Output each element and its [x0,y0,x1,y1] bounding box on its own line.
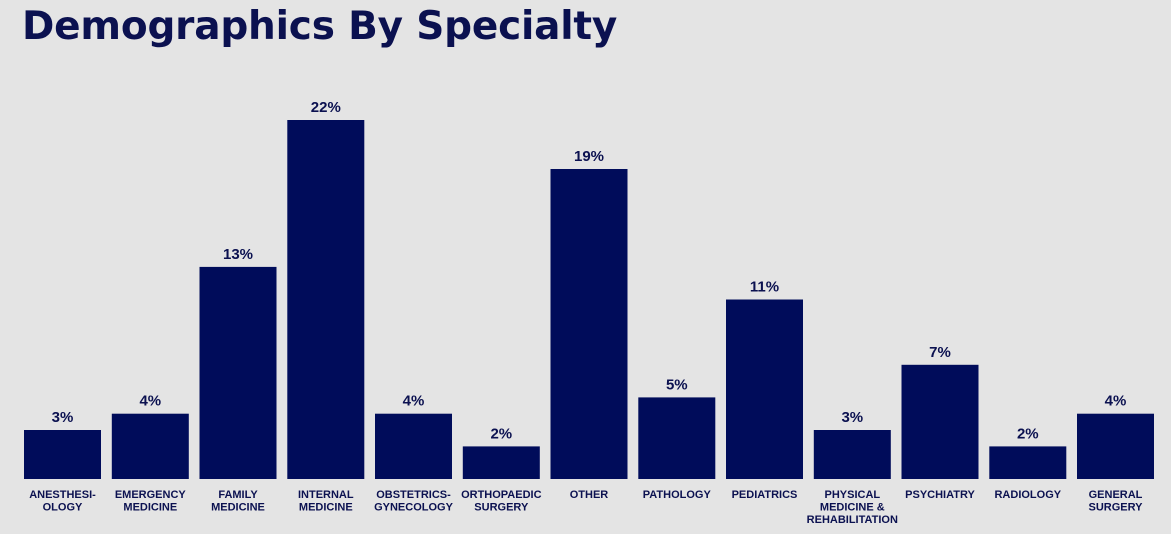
bar-6 [550,169,628,479]
page-title: Demographics By Specialty [22,4,618,49]
category-label-11: RADIOLOGY [994,489,1061,501]
category-label-5: ORTHOPAEDIC SURGERY [461,489,542,514]
bar-value-label-6: 19% [574,148,604,165]
bar-value-label-1: 4% [139,393,161,410]
value-labels: 3% 4% 13% 22% 4% 2% 19% 5% 11% 3% 7% 2% 4% [52,99,1127,442]
bar-value-label-7: 5% [666,376,688,393]
bar-value-label-5: 2% [490,425,512,442]
bar-0 [24,430,101,479]
bar-7 [638,397,716,479]
category-label-7: PATHOLOGY [643,489,712,501]
category-label-1: EMERGENCY MEDICINE [115,489,187,514]
bar-5 [462,446,540,479]
category-label-6: OTHER [570,489,609,501]
category-label-0: ANESTHESI-OLOGY [29,489,96,514]
bar-9 [813,430,891,479]
bar-value-label-11: 2% [1017,425,1039,442]
bar-4 [375,413,452,479]
bar-2 [199,266,277,479]
bars [24,120,1154,479]
bar-value-label-12: 4% [1105,393,1127,410]
category-label-2: FAMILY MEDICINE [211,489,265,514]
category-label-3: INTERNAL MEDICINE [298,489,354,514]
bar-12 [1077,413,1154,479]
bar-10 [901,364,979,479]
category-label-9: PHYSICAL MEDICINE & REHABILITATION [807,489,898,526]
category-label-10: PSYCHIATRY [905,489,975,501]
bar-value-label-0: 3% [52,409,74,426]
category-label-4: OBSTETRICS-GYNECOLOGY [374,489,454,514]
bar-value-label-3: 22% [311,99,341,116]
category-label-8: PEDIATRICS [732,489,798,501]
bar-value-label-10: 7% [929,344,951,361]
bar-value-label-4: 4% [403,393,425,410]
bar-11 [989,446,1067,479]
bar-value-label-8: 11% [750,279,779,296]
bar-value-label-9: 3% [841,409,863,426]
category-label-12: GENERAL SURGERY [1089,489,1144,514]
bar-value-label-2: 13% [223,246,253,263]
category-labels: ANESTHESI-OLOGY EMERGENCY MEDICINE FAMILY ME… [29,489,1143,526]
bar-8 [726,299,803,479]
bar-3 [287,120,365,479]
bar-1 [111,413,189,479]
